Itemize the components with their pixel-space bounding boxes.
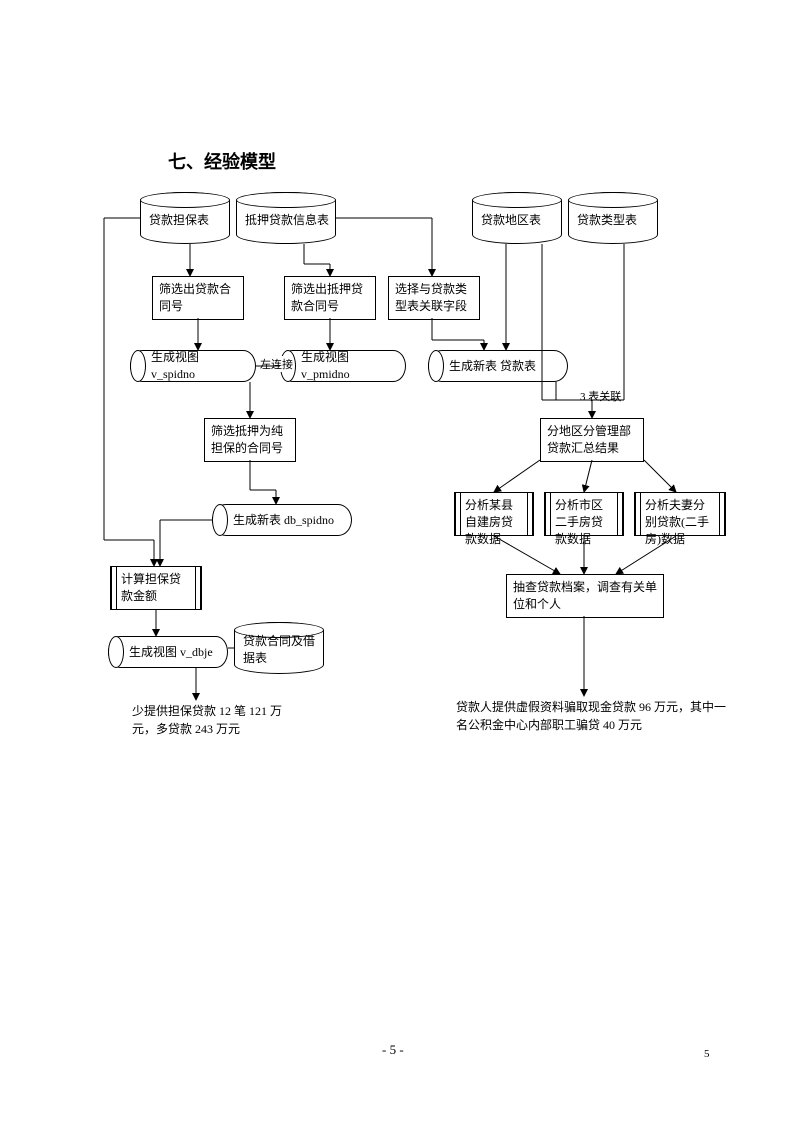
cyl-label: 生成新表 贷款表 — [439, 358, 536, 375]
cyl-loan-table: 生成新表 贷款表 — [428, 350, 568, 382]
cyl-label: 贷款地区表 — [481, 212, 541, 229]
cyl-label: 抵押贷款信息表 — [245, 212, 329, 229]
cyl-db-spidno: 生成新表 db_spidno — [212, 504, 352, 536]
cyl-label: 生成视图 v_dbje — [119, 644, 213, 661]
cyl-mortgage-info: 抵押贷款信息表 — [236, 192, 336, 244]
cyl-label: 生成视图 v_spidno — [141, 349, 245, 383]
cyl-label: 贷款担保表 — [149, 212, 209, 229]
rect-select-fields: 选择与贷款类型表关联字段 — [388, 276, 480, 320]
page-title: 七、经验模型 — [168, 148, 276, 174]
cyl-type: 贷款类型表 — [568, 192, 658, 244]
cyl-v-dbje: 生成视图 v_dbje — [108, 636, 228, 668]
result-left: 少提供担保贷款 12 笔 121 万元，多贷款 243 万元 — [132, 702, 292, 738]
rect-filter-pure-guarantee: 筛选抵押为纯担保的合同号 — [204, 418, 296, 462]
cyl-label: 贷款合同及借据表 — [243, 633, 317, 667]
cyl-v-pmidno: 生成视图 v_pmidno — [280, 350, 406, 382]
rect-filter-contract: 筛选出贷款合同号 — [152, 276, 244, 320]
rect-region-summary: 分地区分管理部贷款汇总结果 — [540, 418, 644, 462]
flowchart-arrows — [0, 0, 793, 1122]
dbox-couple: 分析夫妻分别贷款(二手房)数据 — [634, 492, 726, 536]
dbox-label: 计算担保贷款金额 — [111, 567, 201, 609]
cyl-contract-receipt: 贷款合同及借据表 — [234, 622, 324, 674]
rect-filter-mortgage: 筛选出抵押贷款合同号 — [284, 276, 376, 320]
page-number-right: 5 — [704, 1048, 710, 1060]
cyl-label: 生成新表 db_spidno — [223, 512, 334, 529]
dbox-county: 分析某县自建房贷款数据 — [454, 492, 534, 536]
cyl-loan-guarantee: 贷款担保表 — [140, 192, 230, 244]
dbox-label: 分析市区二手房贷款数据 — [545, 493, 623, 551]
cyl-v-spidno: 生成视图 v_spidno — [130, 350, 256, 382]
dbox-label: 分析某县自建房贷款数据 — [455, 493, 533, 551]
cyl-label: 贷款类型表 — [577, 212, 637, 229]
dbox-city: 分析市区二手房贷款数据 — [544, 492, 624, 536]
edge-label-left-join: 左连接 — [260, 356, 293, 372]
rect-check-files: 抽查贷款档案，调查有关单位和个人 — [506, 574, 664, 618]
edge-label-3table: 3 表关联 — [580, 388, 621, 404]
result-right: 贷款人提供虚假资料骗取现金贷款 96 万元，其中一名公积金中心内部职工骗贷 40… — [456, 698, 726, 734]
dbox-calc-amount: 计算担保贷款金额 — [110, 566, 202, 610]
page-number-center: - 5 - — [382, 1042, 404, 1058]
dbox-label: 分析夫妻分别贷款(二手房)数据 — [635, 493, 725, 551]
cyl-label: 生成视图 v_pmidno — [291, 349, 395, 383]
cyl-region: 贷款地区表 — [472, 192, 562, 244]
